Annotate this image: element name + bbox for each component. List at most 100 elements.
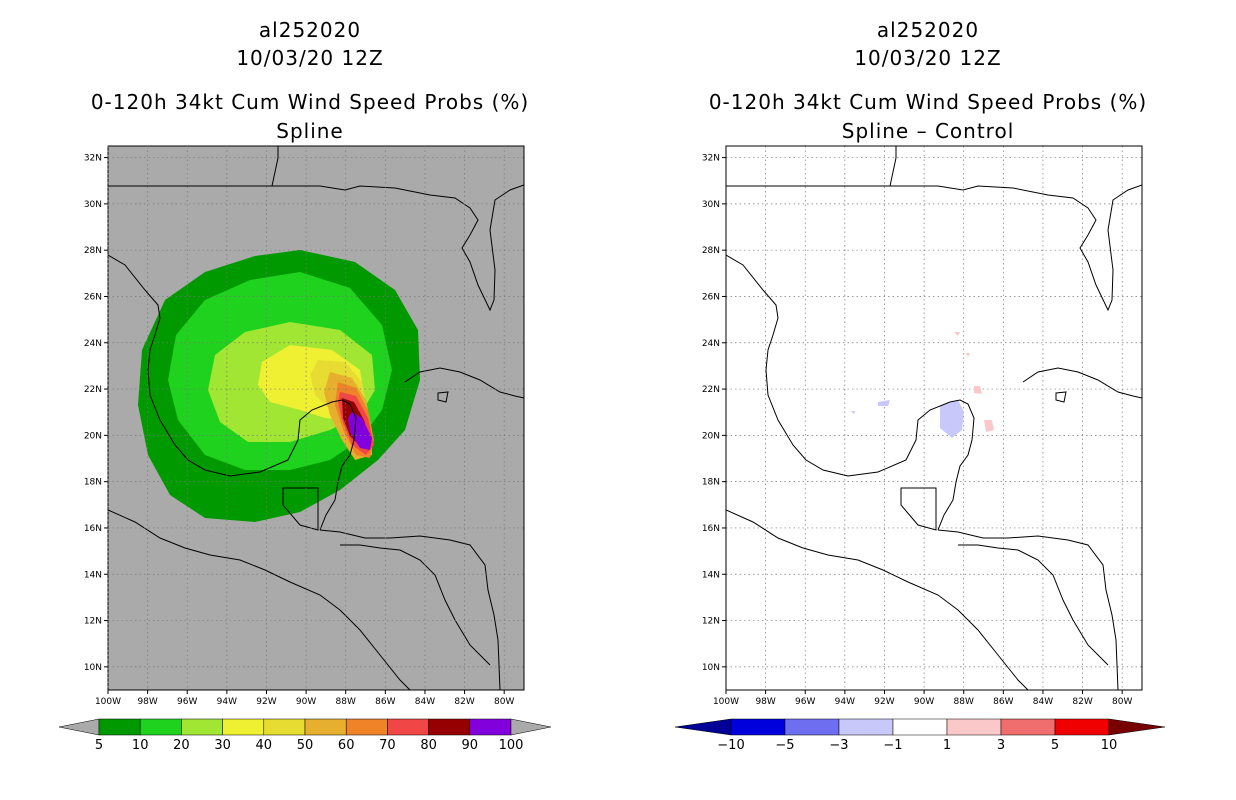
- left-colorbar-label: 50: [297, 738, 314, 753]
- right-product-title: 0-120h 34kt Cum Wind Speed Probs (%): [708, 90, 1148, 114]
- left-lat-label: 26N: [84, 292, 102, 302]
- right-colorbar-under-triangle: [674, 718, 732, 736]
- diff-neg-blob-1: [940, 400, 964, 438]
- right-colorbar-swatch: [784, 718, 840, 736]
- right-subtitle: Spline – Control: [841, 119, 1015, 143]
- right-lat-label: 16N: [702, 524, 720, 534]
- left-lon-label: 86W: [375, 697, 395, 707]
- left-coastlines: [108, 146, 524, 690]
- right-axis-labels: 32N 30N 28N 26N 24N 22N 20N 18N 16N 14N 12N 10N 100W…: [702, 154, 1133, 707]
- left-lat-label: 20N: [84, 431, 102, 441]
- left-colorbar-label: 90: [462, 738, 479, 753]
- left-lon-label: 92W: [256, 697, 276, 707]
- left-colorbar-label: 20: [173, 738, 190, 753]
- right-lon-label: 86W: [993, 697, 1013, 707]
- left-lon-label: 80W: [494, 697, 514, 707]
- right-lon-label: 82W: [1072, 697, 1092, 707]
- left-colorbar-label: 80: [420, 738, 437, 753]
- left-lat-label: 22N: [84, 385, 102, 395]
- right-lon-label: 88W: [954, 697, 974, 707]
- left-colorbar-label: 100: [499, 738, 524, 753]
- right-lat-label: 24N: [702, 339, 720, 349]
- left-lat-label: 28N: [84, 246, 102, 256]
- left-axis-labels: 32N 30N 28N 26N 24N 22N 20N 18N 16N 14N 12N 10N 100W…: [84, 154, 515, 707]
- left-colorbar-label: 60: [338, 738, 355, 753]
- right-lat-label: 30N: [702, 200, 720, 210]
- right-difference-field: [851, 332, 994, 438]
- left-lon-label: 82W: [454, 697, 474, 707]
- right-lon-label: 90W: [914, 697, 934, 707]
- left-colorbar-over-triangle: [510, 718, 552, 736]
- left-lon-label: 94W: [217, 697, 237, 707]
- prob-90-100-contour: [348, 412, 372, 450]
- diff-neg-blob-2: [878, 400, 890, 406]
- left-lat-label: 16N: [84, 524, 102, 534]
- right-lat-label: 14N: [702, 570, 720, 580]
- left-probability-field: [138, 250, 420, 522]
- right-colorbar-label: −10: [717, 738, 744, 753]
- right-lat-label: 26N: [702, 292, 720, 302]
- left-colorbar-label: 70: [379, 738, 396, 753]
- right-colorbar-label: −5: [775, 738, 794, 753]
- right-colorbar-label: 1: [943, 738, 951, 753]
- left-lat-label: 30N: [84, 200, 102, 210]
- diff-pos-blob-3: [954, 332, 960, 336]
- left-lat-label: 14N: [84, 570, 102, 580]
- left-lat-label: 32N: [84, 154, 102, 164]
- right-lon-label: 96W: [795, 697, 815, 707]
- left-colorbar-label: 10: [132, 738, 149, 753]
- right-colorbar-label: 10: [1101, 738, 1118, 753]
- left-gridlines: [107, 146, 524, 690]
- left-lon-label: 98W: [137, 697, 157, 707]
- right-lon-label: 98W: [755, 697, 775, 707]
- right-colorbar-over-triangle: [1108, 718, 1166, 736]
- left-lat-label: 24N: [84, 339, 102, 349]
- left-colorbar-label: 5: [95, 738, 103, 753]
- right-datetime: 10/03/20 12Z: [854, 46, 1002, 70]
- diff-pos-blob-4: [966, 353, 970, 357]
- right-lat-label: 20N: [702, 431, 720, 441]
- right-colorbar-swatch: [730, 718, 786, 736]
- left-subtitle: Spline: [276, 119, 344, 143]
- right-colorbar-swatch: [1054, 718, 1110, 736]
- right-storm-id: al252020: [876, 18, 980, 42]
- right-lon-label: 80W: [1112, 697, 1132, 707]
- left-lat-label: 10N: [84, 663, 102, 673]
- right-colorbar-label: −1: [883, 738, 902, 753]
- left-product-title: 0-120h 34kt Cum Wind Speed Probs (%): [90, 90, 530, 114]
- right-lat-label: 12N: [702, 617, 720, 627]
- right-gridlines: [725, 146, 1142, 690]
- right-lat-label: 22N: [702, 385, 720, 395]
- right-lon-label: 94W: [835, 697, 855, 707]
- left-lon-label: 84W: [415, 697, 435, 707]
- right-lat-label: 28N: [702, 246, 720, 256]
- left-storm-id: al252020: [258, 18, 362, 42]
- right-lat-label: 32N: [702, 154, 720, 164]
- left-lat-label: 12N: [84, 617, 102, 627]
- left-lon-label: 96W: [177, 697, 197, 707]
- right-colorbar-swatch: [1000, 718, 1056, 736]
- left-lon-label: 90W: [296, 697, 316, 707]
- diff-neg-blob-3: [851, 411, 855, 414]
- diff-pos-blob-1: [984, 420, 994, 432]
- right-colorbar-swatch: [838, 718, 894, 736]
- right-lon-label: 100W: [713, 697, 739, 707]
- right-lon-label: 84W: [1033, 697, 1053, 707]
- right-colorbar: −10 −5 −3 −1 1 3 5 10: [674, 718, 1166, 753]
- left-lat-label: 18N: [84, 478, 102, 488]
- right-colorbar-label: 3: [997, 738, 1005, 753]
- right-lat-label: 10N: [702, 663, 720, 673]
- right-colorbar-swatch: [946, 718, 1002, 736]
- left-lon-label: 88W: [336, 697, 356, 707]
- right-lat-label: 18N: [702, 478, 720, 488]
- left-datetime: 10/03/20 12Z: [236, 46, 384, 70]
- right-colorbar-swatch: [892, 718, 948, 736]
- right-coastlines: [726, 146, 1142, 690]
- left-colorbar-label: 40: [256, 738, 273, 753]
- left-colorbar-label: 30: [214, 738, 231, 753]
- left-lon-label: 100W: [95, 697, 121, 707]
- left-colorbar: 5 10 20 30 40 50 60 70 80 90 100: [58, 718, 552, 753]
- right-colorbar-label: −3: [829, 738, 848, 753]
